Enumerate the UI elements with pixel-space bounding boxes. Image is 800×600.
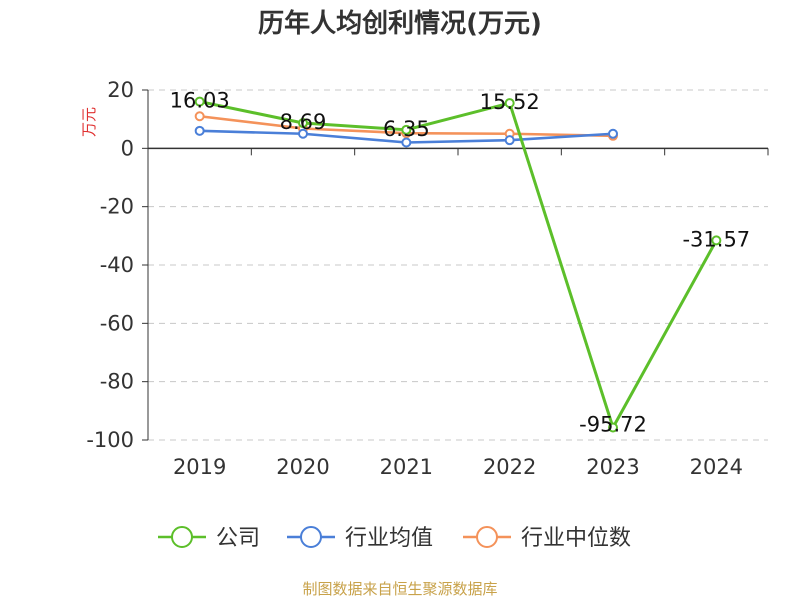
y-tick-label: 0 <box>121 136 134 160</box>
grid <box>148 89 768 441</box>
data-point[interactable] <box>298 117 308 128</box>
data-point[interactable] <box>504 135 515 146</box>
y-axis-label: 万元 <box>80 107 98 137</box>
legend-item-0[interactable]: 公司 <box>158 526 260 551</box>
legend-label: 行业中位数 <box>521 526 631 551</box>
axes <box>142 89 769 441</box>
data-label: 6.35 <box>383 117 430 141</box>
data-point[interactable] <box>194 96 205 107</box>
data-point[interactable] <box>608 128 618 139</box>
x-tick-label: 2021 <box>380 455 433 479</box>
series-points <box>194 96 722 433</box>
chart-title: 历年人均创利情况(万元) <box>258 8 542 39</box>
data-labels: 16.03 8.69 6.35 15.52 -95.72 -31.57 <box>170 89 751 437</box>
data-point[interactable] <box>711 235 722 246</box>
x-ticks: 2019 2020 2021 2022 2023 2024 <box>173 455 743 479</box>
y-tick-label: -100 <box>86 428 134 452</box>
y-tick-label: -80 <box>100 370 134 394</box>
legend-marker <box>300 526 322 548</box>
legend-marker <box>476 526 498 548</box>
y-tick-label: -60 <box>100 311 134 335</box>
data-point[interactable] <box>504 98 515 109</box>
data-label: 16.03 <box>170 89 230 113</box>
data-label: 15.52 <box>480 90 540 114</box>
y-tick-label: -40 <box>100 253 134 277</box>
x-tick-label: 2020 <box>276 455 329 479</box>
data-point[interactable] <box>401 124 412 135</box>
data-point[interactable] <box>194 111 205 122</box>
x-tick-label: 2023 <box>586 455 639 479</box>
data-label: -95.72 <box>579 413 647 437</box>
x-tick-label: 2019 <box>173 455 226 479</box>
data-point[interactable] <box>608 422 618 433</box>
series-line-0 <box>199 100 718 430</box>
legend-marker <box>171 526 193 548</box>
data-label: -31.57 <box>682 227 750 251</box>
legend-item-1[interactable]: 行业均值 <box>287 526 433 551</box>
legend-label: 行业均值 <box>345 526 433 551</box>
source-note: 制图数据来自恒生聚源数据库 <box>302 580 497 598</box>
legend-label: 公司 <box>216 526 260 551</box>
data-point[interactable] <box>298 128 308 139</box>
data-label: 8.69 <box>280 110 327 134</box>
data-point[interactable] <box>401 137 412 148</box>
x-tick-label: 2024 <box>690 455 743 479</box>
data-point[interactable] <box>194 125 205 136</box>
legend-item-2[interactable]: 行业中位数 <box>463 526 631 551</box>
y-tick-label: -20 <box>100 195 134 219</box>
y-ticks: 20 0 -20 -40 -60 -80 -100 <box>86 78 134 452</box>
y-tick-label: 20 <box>107 78 134 102</box>
legend[interactable]: 公司 行业均值 行业中位数 <box>158 526 631 551</box>
x-tick-label: 2022 <box>483 455 536 479</box>
